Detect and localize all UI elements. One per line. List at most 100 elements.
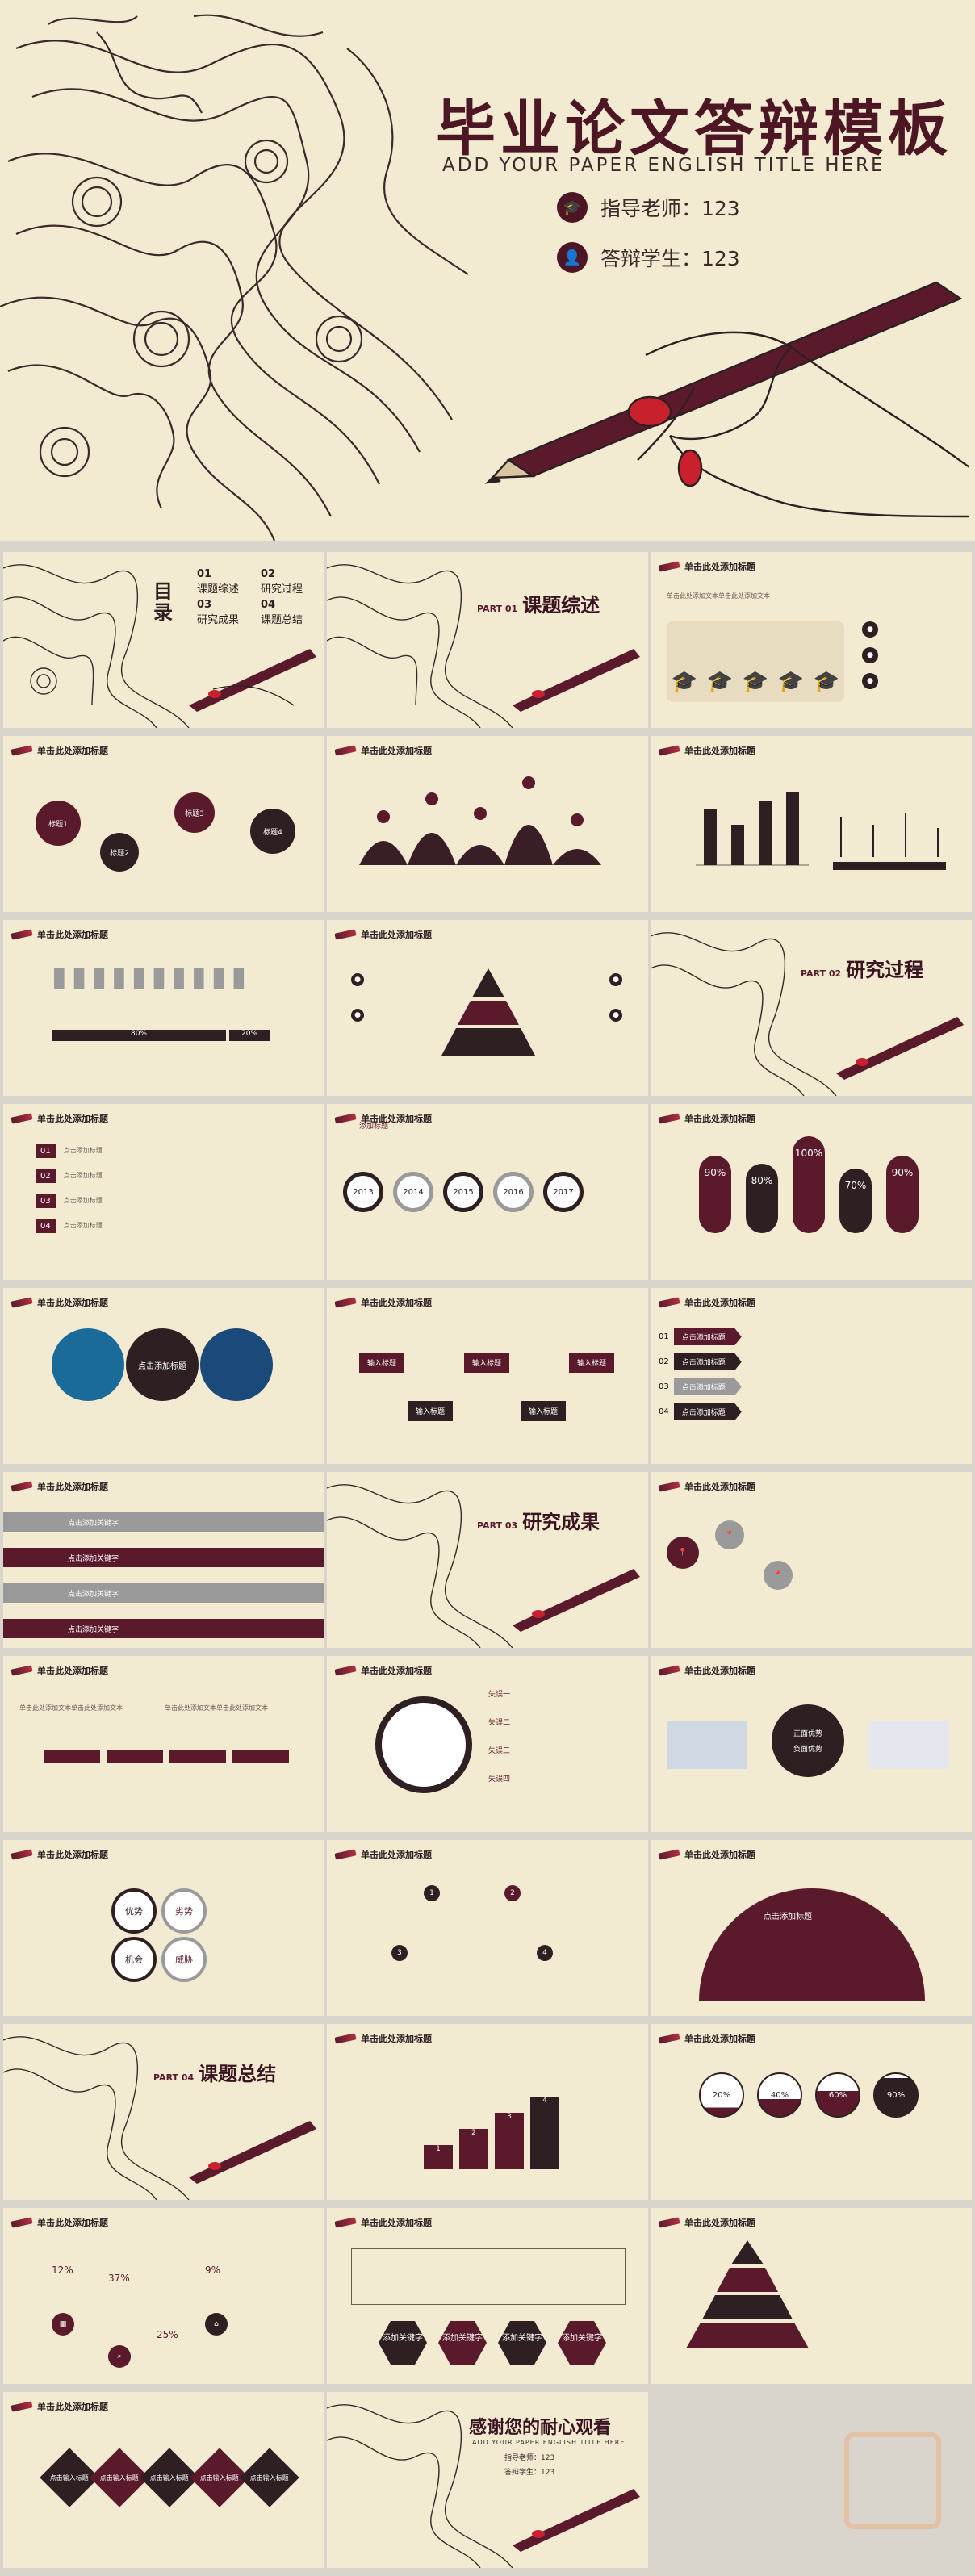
capsule-percent-slide: 单击此处添加标题 90% 80% 100% 70% 90% — [651, 1104, 972, 1280]
keyword-banner[interactable]: 点击添加关键字 — [3, 1512, 324, 1532]
keyword-banner[interactable]: 点击添加关键字 — [3, 1583, 324, 1603]
stair-bars: 1 2 3 4 — [424, 2097, 559, 2169]
hexagon[interactable]: 添加关键字 — [558, 2321, 606, 2365]
pencil-icon — [658, 2033, 680, 2044]
hexagon-row: 添加关键字 添加关键字 添加关键字 添加关键字 — [379, 2321, 606, 2365]
half-donut — [699, 1888, 925, 2001]
ending-slide: 感谢您的耐心观看 ADD YOUR PAPER ENGLISH TITLE HE… — [327, 2392, 648, 2568]
step-number: 1 — [424, 1885, 440, 1901]
input-title-tag[interactable]: 输入标题 — [359, 1353, 405, 1373]
stair-bar: 2 — [459, 2129, 488, 2169]
toc-slide: 目 录 01 课题综述 02 研究过程 03 研究成果 04 课题总结 — [3, 552, 324, 728]
bubble[interactable]: 标题4 — [250, 809, 295, 854]
contour-line-art — [327, 1484, 640, 1648]
arrow-item[interactable]: 02 点击添加标题 — [659, 1353, 742, 1370]
tag[interactable] — [44, 1750, 100, 1763]
toc-item[interactable]: 03 研究成果 — [197, 599, 240, 626]
tag[interactable] — [107, 1750, 163, 1763]
arrow-item[interactable]: 03 点击添加标题 — [659, 1378, 742, 1395]
tag[interactable] — [169, 1750, 226, 1763]
water-gauge: 20% — [699, 2072, 744, 2118]
capsule: 100% — [793, 1136, 825, 1233]
keyword-banner[interactable]: 点击添加关键字 — [3, 1548, 324, 1567]
toc-item[interactable]: 04 课题总结 — [261, 599, 303, 626]
contour-line-art — [3, 2036, 316, 2200]
bubble[interactable]: 标题1 — [36, 801, 81, 846]
contour-line-art — [327, 564, 640, 728]
diamond[interactable]: 点击输入标题 — [240, 2448, 299, 2507]
map-pin-icon: 📍 — [667, 1537, 699, 1569]
ending-title: 感谢您的耐心观看 — [469, 2418, 612, 2438]
pencil-icon — [10, 1297, 33, 1308]
bubble[interactable]: 标题3 — [174, 792, 215, 833]
gear-slide: 单击此处添加标题 正面优势 负面优势 — [651, 1656, 972, 1832]
donut-label: 点击添加标题 — [764, 1913, 812, 1922]
gear-text: 负面优势 — [793, 1746, 822, 1754]
numbered-list-slide: 单击此处添加标题 01 点击添加标题 02 点击添加标题 03 点击添加标题 04 点击… — [3, 1104, 324, 1280]
slide-header: 单击此处添加标题 — [10, 2216, 108, 2229]
ending-student: 答辩学生：123 — [504, 2469, 555, 2477]
diamond-row: 点击输入标题 点击输入标题 点击输入标题 点击输入标题 点击输入标题 — [40, 2448, 299, 2507]
person-icon: ▮ — [52, 960, 67, 993]
swot-threat[interactable]: 威胁 — [161, 1937, 207, 1982]
swot-strength[interactable]: 优势 — [111, 1888, 157, 1934]
timeline-node[interactable]: 2017 — [543, 1172, 584, 1212]
hexagon[interactable]: 添加关键字 — [498, 2321, 546, 2365]
keyword-banner[interactable]: 点击添加关键字 — [3, 1619, 324, 1638]
timeline-node[interactable]: 2013 — [343, 1172, 383, 1212]
input-title-tag[interactable]: 输入标题 — [408, 1401, 454, 1421]
step-number: 4 — [537, 1945, 553, 1961]
slide-header: 单击此处添加标题 — [658, 1296, 755, 1309]
arrow-item[interactable]: 04 点击添加标题 — [659, 1403, 742, 1420]
timeline-node[interactable]: 2016 — [493, 1172, 534, 1212]
slide-header: 单击此处添加标题 — [658, 1112, 755, 1125]
pencil-icon — [334, 1113, 357, 1124]
arrow-item[interactable]: 01 点击添加标题 — [659, 1328, 742, 1345]
person-icon: ▮ — [171, 960, 187, 993]
watermark-logo — [844, 2432, 941, 2529]
tags-slide: 单击此处添加标题 单击此处添加文本单击此处添加文本 单击此处添加文本单击此处添加… — [3, 1656, 324, 1832]
pencil-icon — [10, 1849, 33, 1860]
hexagon[interactable]: 添加关键字 — [438, 2321, 487, 2365]
person-icon: ▮ — [191, 960, 207, 993]
tag-row — [44, 1750, 289, 1763]
swot-weakness[interactable]: 劣势 — [161, 1888, 207, 1934]
hexagon[interactable]: 添加关键字 — [379, 2321, 427, 2365]
part-heading: PART 03 研究成果 — [477, 1511, 600, 1533]
contour-line-art — [3, 564, 316, 728]
list-item[interactable]: 03 点击添加标题 — [36, 1194, 103, 1208]
input-title-tag[interactable]: 输入标题 — [464, 1353, 510, 1373]
swot-opportunity[interactable]: 机会 — [111, 1937, 157, 1982]
input-title-tag[interactable]: 输入标题 — [521, 1401, 567, 1421]
toc-item[interactable]: 02 研究过程 — [261, 568, 303, 596]
slide-header: 单击此处添加标题 — [10, 1848, 108, 1861]
pencil-icon — [334, 2033, 357, 2044]
bubble[interactable]: 标题2 — [100, 833, 139, 872]
list-item[interactable]: 01 点击添加标题 — [36, 1144, 103, 1158]
list-item[interactable]: 04 点击添加标题 — [36, 1219, 103, 1233]
part-04-slide: PART 04 课题总结 — [3, 2024, 324, 2200]
toc-item[interactable]: 01 课题综述 — [197, 568, 240, 596]
pencil-icon — [10, 2401, 33, 2412]
slide-header: 单击此处添加标题 — [10, 1480, 108, 1493]
list-bullet-icon: ● — [351, 1009, 364, 1022]
graduates-slide: 单击此处添加标题 单击此处添加文本单击此处添加文本 🎓 🎓 🎓 🎓 🎓 ● ● … — [651, 552, 972, 728]
tag[interactable] — [232, 1750, 289, 1763]
center-title-circle[interactable]: 点击添加标题 — [126, 1328, 199, 1401]
pencil-icon — [658, 1665, 680, 1676]
pencil-icon — [658, 1849, 680, 1860]
input-title-tag[interactable]: 输入标题 — [569, 1353, 615, 1373]
timeline-node[interactable]: 2015 — [443, 1172, 483, 1212]
person-icon: ▮ — [131, 960, 147, 993]
list-item[interactable]: 02 点击添加标题 — [36, 1169, 103, 1183]
people-progress-slide: 单击此处添加标题 ▮ ▮ ▮ ▮ ▮ ▮ ▮ ▮ ▮ ▮ 80% 20% — [3, 920, 324, 1096]
pencil-icon — [658, 561, 680, 572]
list-bullet-icon: ● — [862, 673, 878, 689]
pencil-icon — [10, 1481, 33, 1492]
part-heading: PART 02 研究过程 — [801, 959, 924, 981]
toc-list: 01 课题综述 02 研究过程 03 研究成果 04 课题总结 — [197, 568, 318, 626]
stair-bar: 1 — [424, 2145, 453, 2169]
hero-title: 毕业论文答辩模板 — [436, 94, 952, 164]
timeline-node[interactable]: 2014 — [393, 1172, 433, 1212]
pyramid-slide: 单击此处添加标题 ● ● ● ● — [327, 920, 648, 1096]
